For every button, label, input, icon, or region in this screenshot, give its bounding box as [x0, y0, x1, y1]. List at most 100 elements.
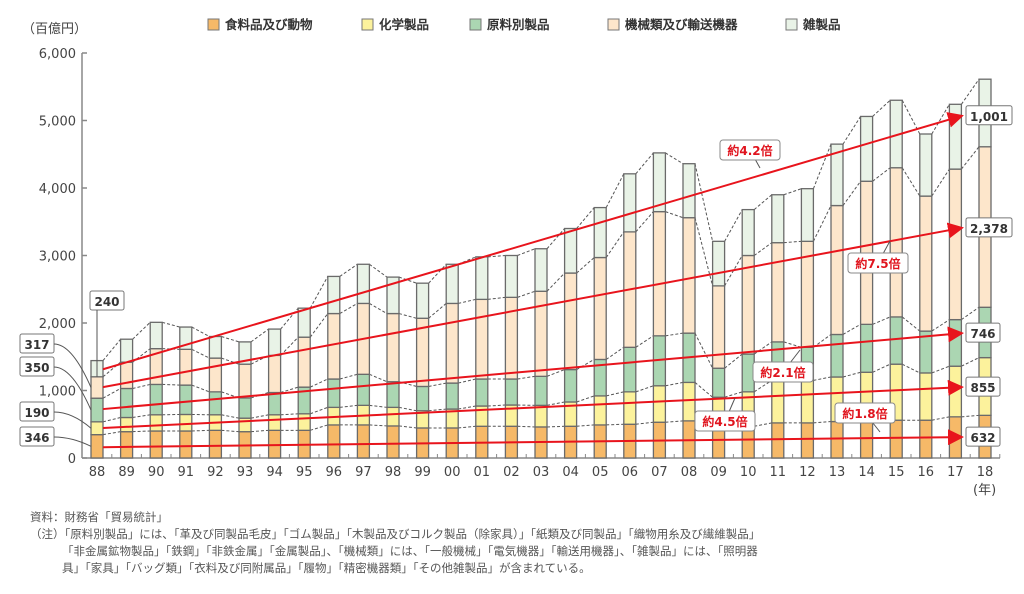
x-tick-label: 88 — [89, 465, 106, 480]
y-tick-label: 2,000 — [39, 317, 76, 332]
legend-label: 原料別製品 — [487, 17, 550, 32]
x-tick-label: 02 — [503, 465, 520, 480]
bar-segment — [90, 421, 104, 436]
bar-segment — [386, 425, 400, 459]
bar-segment — [504, 378, 519, 406]
bar-segment — [356, 424, 371, 459]
bar-segment — [445, 302, 459, 384]
x-tick-label: 01 — [474, 465, 491, 480]
x-tick-label: 07 — [651, 465, 668, 480]
bar-segment — [267, 328, 282, 357]
y-tick-label: 4,000 — [39, 182, 76, 197]
x-axis: 88 89 90 91 92 93 94 95 96 97 98 99 00 01 02 03 04 05 06 07… — [89, 454, 1001, 480]
bar-segment — [327, 275, 341, 315]
bar-segment — [771, 379, 785, 424]
bar-segment — [208, 391, 223, 416]
bar-segment — [356, 263, 371, 305]
bar-segment — [327, 312, 341, 380]
bar-segment — [682, 163, 696, 219]
bar-segment — [90, 433, 104, 459]
legend: 食料品及び動物 化学製品 原料別製品 機械類及び輸送機器 雑製品 — [207, 17, 841, 32]
ratio-label-box — [847, 252, 909, 274]
y-tick-label: 3,000 — [39, 250, 76, 265]
bar-segment — [593, 256, 607, 361]
bar-segment — [771, 194, 785, 244]
bar-segment — [771, 422, 785, 459]
bar-segment — [267, 414, 282, 431]
x-tick-label: 11 — [770, 465, 787, 480]
end-value-label: 2,378 — [970, 222, 1008, 236]
x-tick-label: 03 — [533, 465, 550, 480]
bar-segment — [445, 382, 459, 410]
bar-segment — [563, 272, 578, 371]
bar-segment — [327, 378, 341, 409]
ratio-label-box — [752, 361, 814, 383]
bar-segment — [830, 204, 844, 336]
y-tick-label: 6,000 — [39, 47, 76, 62]
y-unit-label: （百億円） — [22, 21, 87, 37]
bar-segment — [652, 385, 667, 423]
ratio-label: 約4.2倍 — [727, 143, 772, 158]
start-value-label: 346 — [24, 431, 49, 445]
bar-segment — [238, 341, 252, 365]
x-unit-label: (年) — [973, 483, 996, 498]
x-tick-label: 93 — [237, 465, 254, 480]
x-tick-label: 17 — [947, 465, 964, 480]
bar-segment — [623, 391, 637, 425]
y-tick-label: 1,000 — [39, 385, 76, 400]
bar-segment — [889, 419, 903, 459]
legend-swatch — [207, 18, 220, 31]
connector-dashed-line — [102, 306, 980, 399]
connector-dashed-line — [102, 78, 980, 361]
x-tick-label: 92 — [207, 465, 224, 480]
bar-segment — [386, 276, 400, 315]
bar-segment — [297, 336, 311, 388]
bar-segment — [119, 416, 134, 433]
bar-segment — [149, 414, 163, 432]
bar-segment — [386, 312, 400, 383]
bar-segment — [267, 391, 282, 416]
bar-segment — [534, 290, 548, 377]
x-tick-label: 94 — [266, 465, 283, 480]
bar-segment — [741, 254, 755, 355]
end-value-label: 632 — [970, 431, 995, 445]
bar-segment — [919, 372, 933, 421]
bar-segment — [179, 348, 193, 386]
bar-segment — [682, 217, 696, 334]
end-value-box — [965, 217, 1013, 238]
bar-segment — [859, 420, 874, 459]
leader-line — [53, 343, 92, 388]
bar-segment — [948, 103, 963, 170]
bar-segment — [948, 318, 963, 367]
bar-segment — [652, 152, 667, 213]
bar-segment — [504, 254, 519, 298]
bar-segment — [859, 115, 874, 182]
bar-segment — [208, 429, 223, 459]
bar-segment — [948, 168, 963, 321]
bar-segment — [208, 357, 223, 393]
footnote-line-1: （注）「原料別製品」には、「革及び同製品毛皮」「ゴム製品」「木製品及びコルク製品… — [30, 527, 760, 541]
bar-segment — [386, 406, 400, 427]
growth-arrow — [102, 326, 964, 411]
bar-segment — [830, 143, 844, 207]
end-value-box — [965, 322, 1001, 343]
end-value-box — [965, 376, 1001, 397]
bar-segment — [90, 397, 104, 423]
x-tick-label: 09 — [710, 465, 727, 480]
bar-segment — [563, 368, 578, 403]
bar-segment — [534, 375, 548, 407]
growth-arrow — [102, 112, 964, 371]
bar-segment — [593, 395, 607, 426]
bar-segment — [682, 381, 696, 422]
legend-swatch — [469, 18, 482, 31]
bar-segment — [830, 333, 844, 378]
y-axis: 0 1,000 2,000 3,000 4,000 5,000 6,000 — [39, 47, 1000, 467]
ratio-label-box — [719, 139, 781, 161]
legend-swatch — [361, 18, 374, 31]
x-tick-label: 00 — [444, 465, 461, 480]
legend-swatch — [607, 18, 620, 31]
bar-segment — [475, 256, 489, 301]
bar-segment — [652, 210, 667, 337]
legend-label: 食料品及び動物 — [224, 17, 313, 32]
bar-segment — [267, 354, 282, 394]
